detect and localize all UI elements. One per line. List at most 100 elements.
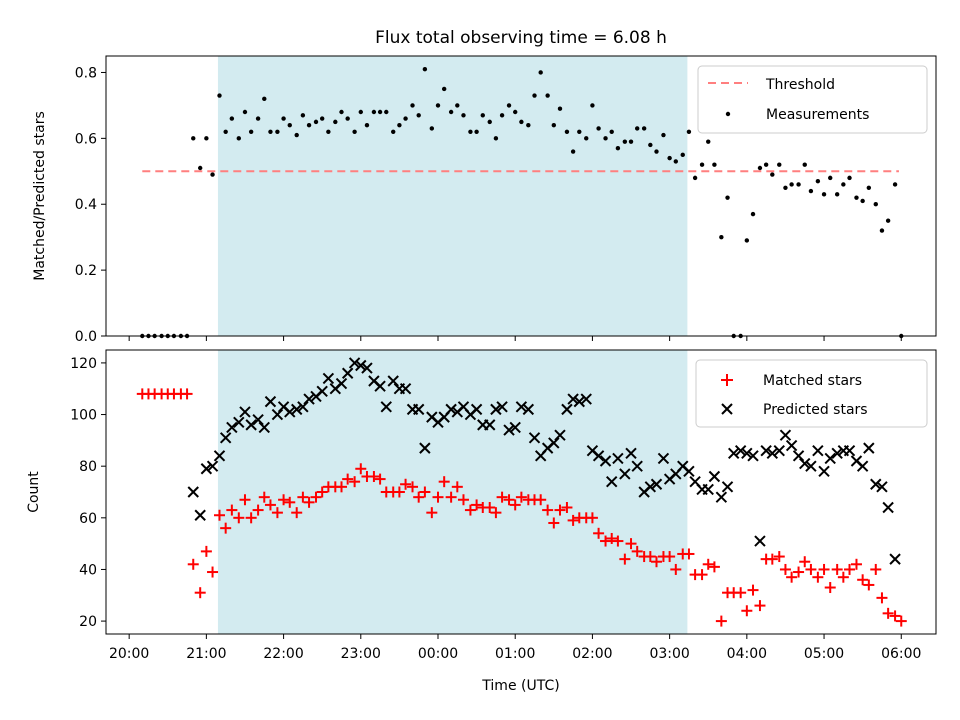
measurements-point bbox=[506, 103, 512, 108]
ratio-panel-frame bbox=[105, 55, 937, 337]
matched-stars-point bbox=[606, 532, 618, 544]
measurements-point bbox=[223, 129, 228, 134]
measurements-point bbox=[422, 66, 428, 72]
predicted-stars-point bbox=[470, 403, 483, 416]
predicted-stars-point bbox=[766, 447, 779, 459]
matched-stars-point bbox=[889, 610, 901, 622]
matched-stars-point bbox=[586, 512, 598, 524]
matched-stars-point bbox=[349, 476, 361, 488]
measurements-point bbox=[750, 211, 756, 217]
measurements-point bbox=[866, 185, 872, 190]
measurements-point bbox=[706, 139, 711, 144]
matched-stars-point bbox=[194, 587, 206, 599]
matched-stars-point bbox=[335, 481, 347, 493]
matched-stars-point bbox=[464, 504, 476, 516]
measurements-point bbox=[551, 122, 557, 128]
predicted-stars-point bbox=[206, 460, 219, 472]
matched-stars-point bbox=[503, 494, 515, 506]
predicted-stars-point bbox=[619, 468, 631, 480]
predicted-stars-point bbox=[831, 447, 843, 459]
ratio-y-axis-title: Matched/Predicted stars bbox=[32, 111, 48, 281]
matched-stars-point bbox=[754, 600, 766, 612]
measurements-point bbox=[834, 192, 840, 197]
matched-stars-point bbox=[708, 561, 720, 573]
predicted-stars-point bbox=[754, 535, 766, 547]
matched-stars-point bbox=[715, 615, 727, 627]
x-axis-title: Time (UTC) bbox=[481, 678, 559, 694]
predicted-stars-point bbox=[580, 393, 592, 405]
measurements-point bbox=[468, 129, 473, 134]
measurements-point bbox=[545, 93, 550, 98]
predicted-stars-point bbox=[805, 460, 817, 472]
matched-stars-point bbox=[310, 491, 322, 503]
predicted-stars-point bbox=[322, 372, 335, 385]
measurements-point bbox=[416, 113, 421, 118]
matched-stars-point bbox=[670, 563, 682, 575]
measurements-point bbox=[564, 129, 570, 134]
matched-stars-point bbox=[805, 563, 817, 575]
predicted-stars-point bbox=[284, 406, 296, 418]
measurements-point bbox=[744, 238, 750, 243]
matched-stars-point bbox=[600, 535, 612, 547]
measurements-point bbox=[808, 188, 814, 194]
x-tick-label: 22:00 bbox=[263, 646, 303, 662]
ratio-y-tick-label: 0.2 bbox=[75, 263, 97, 279]
measurements-point bbox=[287, 122, 292, 128]
measurements-point bbox=[892, 182, 898, 187]
measurements-point bbox=[628, 139, 634, 144]
predicted-stars-point bbox=[548, 437, 560, 449]
measurements-point bbox=[635, 126, 640, 131]
predicted-stars-point bbox=[412, 403, 425, 416]
measurements-point bbox=[557, 106, 563, 111]
predicted-stars-point bbox=[561, 403, 573, 416]
chart-title: Flux total observing time = 6.08 h bbox=[375, 28, 667, 48]
measurements-point bbox=[275, 129, 280, 134]
count-y-tick-label: 60 bbox=[79, 511, 97, 527]
predicted-stars-point bbox=[187, 486, 199, 498]
measurements-point bbox=[281, 116, 286, 121]
predicted-stars-point bbox=[876, 481, 888, 493]
matched-stars-point bbox=[561, 501, 573, 513]
matched-stars-point bbox=[651, 556, 663, 568]
measurements-point bbox=[577, 129, 582, 134]
matched-stars-point bbox=[400, 478, 412, 490]
matched-stars-point bbox=[702, 558, 714, 570]
measurements-point bbox=[570, 149, 576, 154]
measurements-point bbox=[641, 126, 647, 131]
measurements-point bbox=[236, 136, 241, 141]
matched-stars-point bbox=[625, 538, 637, 550]
measurements-point bbox=[532, 93, 537, 98]
measurements-point bbox=[352, 129, 357, 134]
matched-stars-point bbox=[258, 491, 270, 503]
matched-stars-point bbox=[567, 514, 579, 526]
x-tick-label: 03:00 bbox=[649, 646, 689, 662]
matched-stars-point bbox=[696, 569, 708, 581]
measurements-point bbox=[757, 165, 763, 171]
measurements-point bbox=[673, 159, 679, 164]
predicted-stars-point bbox=[252, 414, 264, 426]
predicted-stars-point bbox=[592, 450, 605, 462]
matched-stars-point bbox=[187, 558, 199, 570]
predicted-stars-point bbox=[631, 460, 643, 472]
matched-stars-point bbox=[451, 481, 463, 493]
matched-stars-point bbox=[226, 504, 238, 516]
matched-stars-point bbox=[245, 512, 257, 524]
measurements-point bbox=[397, 122, 402, 128]
measurements-point bbox=[339, 109, 344, 115]
matched-stars-point bbox=[457, 494, 469, 506]
predicted-stars-point bbox=[657, 452, 670, 465]
measurements-point bbox=[217, 93, 222, 98]
legend-measurements-swatch bbox=[725, 111, 731, 117]
measurements-point bbox=[191, 136, 196, 141]
matched-stars-point bbox=[284, 496, 296, 508]
measurements-point bbox=[358, 109, 363, 115]
predicted-stars-point bbox=[490, 403, 502, 416]
matched-stars-point bbox=[735, 587, 747, 599]
legend-predicted-label: Predicted stars bbox=[763, 402, 868, 418]
matched-stars-point bbox=[844, 563, 856, 575]
measurements-point bbox=[410, 103, 415, 108]
x-tick-label: 23:00 bbox=[341, 646, 381, 662]
measurements-point bbox=[584, 136, 589, 141]
matched-stars-point bbox=[515, 491, 527, 503]
predicted-stars-point bbox=[812, 444, 824, 457]
